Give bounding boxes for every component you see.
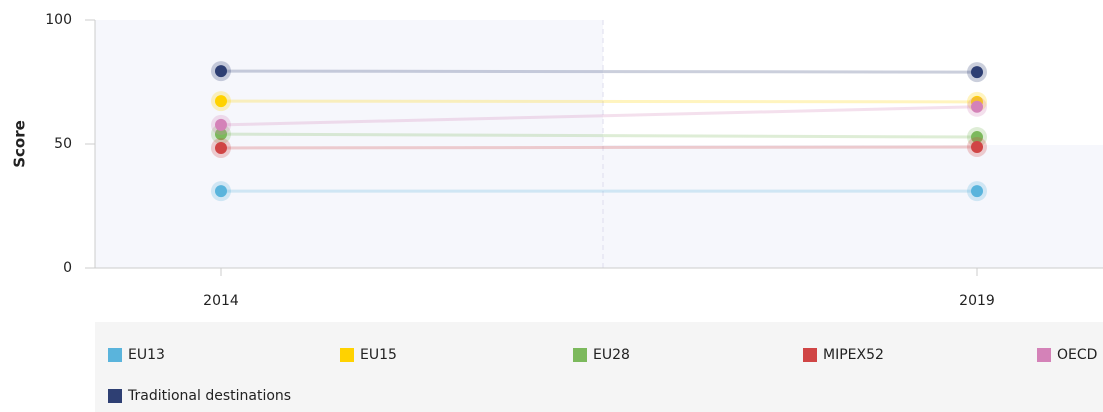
point [215, 185, 227, 198]
x-tick-label: 2014 [203, 293, 239, 309]
y-tick-label: 50 [54, 136, 72, 152]
legend-swatch [573, 348, 587, 362]
series-line [220, 105, 978, 127]
legend-label: OECD [1057, 347, 1097, 363]
x-tick-label: 2019 [959, 293, 995, 309]
point [971, 140, 983, 153]
y-tick-label: 100 [45, 12, 72, 28]
point [215, 65, 227, 78]
legend-swatch [803, 348, 817, 362]
y-axis-label: Score [11, 120, 29, 168]
series-line [220, 132, 978, 139]
plot-band [603, 145, 1103, 268]
series-line [220, 99, 978, 104]
legend-label: EU28 [593, 347, 630, 363]
point [215, 141, 227, 154]
legend-swatch [108, 389, 122, 403]
point [971, 131, 983, 144]
series-line [220, 69, 978, 74]
y-tick-label: 0 [63, 260, 72, 276]
legend-label: EU13 [128, 347, 165, 363]
point [215, 128, 227, 141]
point [215, 95, 227, 108]
legend-swatch [340, 348, 354, 362]
point [971, 100, 983, 113]
point [215, 118, 227, 131]
legend-label: MIPEX52 [823, 347, 884, 363]
legend-label: Traditional destinations [127, 388, 291, 404]
plot-band [95, 20, 603, 268]
legend-swatch [108, 348, 122, 362]
series-line [220, 145, 978, 150]
legend-swatch [1037, 348, 1051, 362]
legend-box [95, 322, 1103, 412]
point [971, 66, 983, 79]
point [971, 185, 983, 198]
legend-label: EU15 [360, 347, 397, 363]
